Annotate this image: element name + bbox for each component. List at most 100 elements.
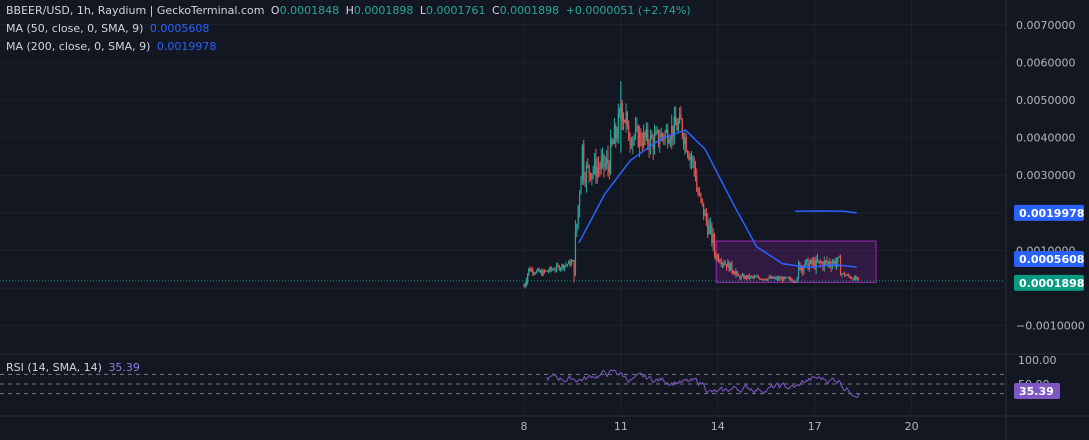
- candle-body: [802, 266, 804, 271]
- time-tick-label: 17: [808, 420, 822, 433]
- candle-body: [596, 167, 598, 177]
- candle-body: [720, 262, 722, 265]
- candle-body: [717, 255, 720, 262]
- candle-body: [647, 128, 649, 144]
- candle-body: [637, 126, 639, 147]
- candle-body: [848, 274, 850, 277]
- candle-body: [707, 220, 709, 235]
- candle-body: [792, 281, 794, 283]
- price-badge-label: 0.0001898: [1019, 277, 1084, 290]
- price-badge-label: 0.0019978: [1019, 207, 1084, 220]
- candle-body: [740, 275, 742, 279]
- candle-body: [845, 275, 847, 277]
- candle-body: [657, 130, 660, 144]
- price-tick-label: 0.0070000: [1016, 19, 1076, 32]
- candle-body: [711, 224, 713, 244]
- candle-body: [775, 277, 777, 279]
- candle-body: [696, 176, 698, 192]
- candle-body: [595, 158, 597, 177]
- candle-body: [553, 269, 555, 271]
- candle-body: [579, 194, 581, 206]
- candle-body: [822, 262, 824, 268]
- candle-body: [837, 257, 839, 263]
- candle-body: [686, 151, 689, 155]
- candle-body: [633, 136, 635, 139]
- candle-body: [560, 268, 562, 270]
- candle-body: [583, 145, 585, 181]
- candle-body: [694, 167, 697, 177]
- candle-body: [789, 277, 792, 280]
- rsi-line: [546, 369, 860, 398]
- candle-body: [562, 264, 564, 269]
- candle-body: [797, 262, 800, 278]
- candle-body: [784, 276, 786, 278]
- candle-body: [834, 260, 836, 266]
- candle-body: [607, 158, 609, 166]
- candle-body: [677, 122, 679, 131]
- candle-body: [653, 134, 656, 150]
- candle-body: [791, 279, 793, 282]
- candle-body: [849, 276, 851, 279]
- price-badge[interactable]: [1014, 274, 1084, 291]
- candle-body: [656, 130, 658, 132]
- price-badge[interactable]: [1014, 204, 1084, 221]
- candle-body: [543, 270, 546, 272]
- candle-body: [795, 281, 797, 283]
- candle-body: [619, 110, 621, 113]
- price-tick-label: −0.0010000: [1016, 320, 1085, 333]
- candle-body: [681, 119, 683, 136]
- candle-body: [541, 271, 543, 276]
- candle-body: [580, 178, 582, 195]
- candle-body: [712, 234, 714, 244]
- candle-body: [716, 255, 718, 259]
- candle-body: [768, 276, 770, 279]
- candle-body: [853, 276, 855, 281]
- candle-body: [704, 212, 706, 217]
- candle-body: [732, 271, 734, 274]
- candle-body: [664, 132, 666, 139]
- candle-body: [855, 276, 857, 280]
- price-badge[interactable]: [1014, 250, 1084, 267]
- candle-body: [763, 278, 765, 280]
- ma200-value: 0.0019978: [156, 40, 217, 53]
- candle-body: [751, 276, 753, 278]
- candle-body: [715, 254, 717, 259]
- candle-body: [692, 159, 694, 161]
- ma200-label: MA (200, close, 0, SMA, 9): [6, 40, 151, 53]
- candle-body: [755, 276, 757, 278]
- time-axis[interactable]: 8 11 14 17 20: [521, 420, 919, 433]
- candle-body: [547, 271, 550, 273]
- candle-body: [727, 261, 729, 268]
- rsi-badge-label: 35.39: [1019, 385, 1054, 398]
- ma200-legend[interactable]: MA (200, close, 0, SMA, 9) 0.0019978: [6, 40, 216, 54]
- price-tick-label: 0.0040000: [1016, 132, 1076, 145]
- candle-body: [673, 116, 675, 137]
- candle-body: [525, 281, 528, 285]
- candle-body: [533, 273, 535, 275]
- candle-body: [604, 163, 606, 167]
- rsi-badge[interactable]: [1014, 383, 1060, 400]
- candle-body: [803, 266, 805, 271]
- candle-body: [736, 271, 738, 275]
- candle-body: [538, 268, 540, 272]
- candle-body: [820, 262, 823, 264]
- candle-body: [741, 274, 744, 276]
- candle-body: [771, 276, 773, 279]
- close-label: C: [492, 4, 500, 17]
- price-axis[interactable]: 0.0070000 0.0060000 0.0050000 0.0040000 0.00…: [1014, 19, 1085, 333]
- candle-body: [777, 277, 780, 280]
- rsi-legend[interactable]: RSI (14, SMA, 14) 35.39: [6, 361, 140, 375]
- candle-body: [661, 133, 664, 137]
- candle-body: [577, 205, 579, 225]
- ma50-legend[interactable]: MA (50, close, 0, SMA, 9) 0.0005608: [6, 22, 209, 36]
- candle-body: [731, 262, 733, 272]
- symbol-title[interactable]: BBEER/USD, 1h, Raydium | GeckoTerminal.c…: [6, 4, 265, 17]
- candle-body: [856, 277, 858, 280]
- candle-body: [826, 260, 828, 263]
- candle-body: [648, 143, 650, 149]
- candle-body: [846, 274, 849, 276]
- candle-body: [634, 127, 637, 137]
- candle-body: [640, 132, 642, 143]
